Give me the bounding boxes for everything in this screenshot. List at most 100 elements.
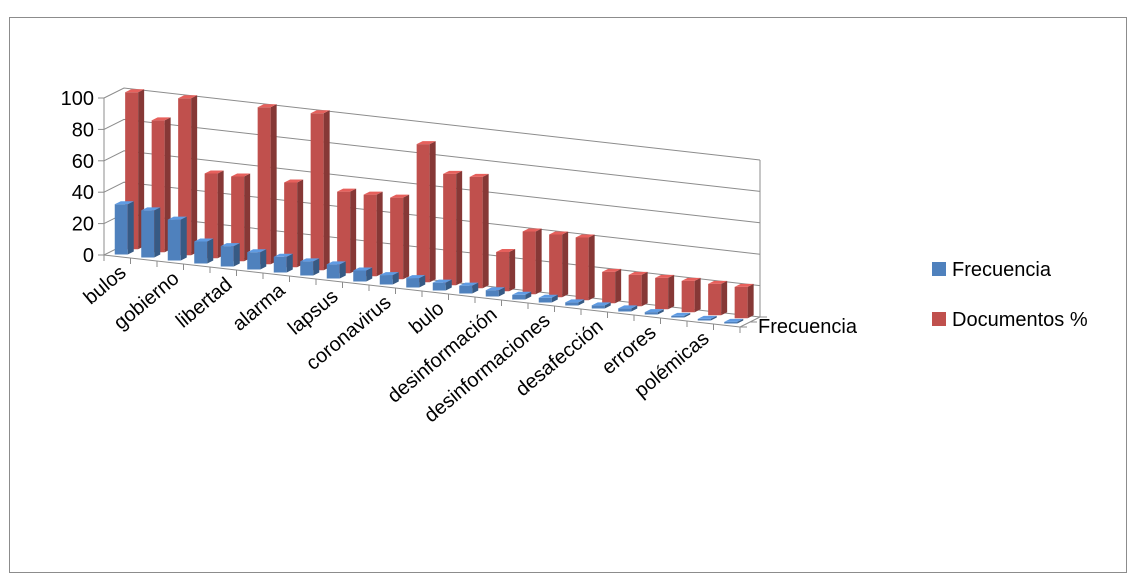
bar-documentos bbox=[628, 271, 648, 307]
bar-documentos-top bbox=[204, 170, 224, 174]
legend-swatch bbox=[932, 262, 946, 276]
bar-frecuencia bbox=[671, 312, 691, 318]
bar-frecuencia-side bbox=[286, 253, 293, 273]
bar-documentos-top bbox=[125, 89, 145, 93]
bar-documentos bbox=[522, 228, 542, 295]
bar-documentos-front bbox=[416, 144, 430, 283]
bar-frecuencia-side bbox=[127, 201, 134, 255]
bar-frecuencia-top bbox=[194, 238, 214, 242]
gridline bbox=[103, 150, 761, 224]
bar-documentos-front bbox=[363, 194, 377, 277]
bar-documentos-side bbox=[217, 170, 224, 259]
bar-documentos-front bbox=[549, 234, 563, 298]
bar-documentos-front bbox=[178, 98, 192, 256]
bars bbox=[114, 89, 754, 324]
bar-documentos bbox=[575, 234, 595, 301]
bar-documentos-side bbox=[270, 104, 277, 265]
bar-documentos-front bbox=[337, 191, 351, 274]
bar-documentos bbox=[204, 170, 224, 259]
x-tick-label: alarma bbox=[228, 279, 290, 336]
bar-frecuencia-top bbox=[432, 279, 452, 283]
bar-documentos bbox=[549, 231, 569, 298]
bar-frecuencia-top bbox=[273, 253, 293, 257]
bar-documentos-front bbox=[575, 237, 589, 301]
bar-frecuencia-front bbox=[644, 312, 658, 315]
bar-frecuencia-top bbox=[538, 294, 558, 298]
bar-documentos bbox=[257, 104, 277, 265]
bar-frecuencia-front bbox=[379, 275, 393, 285]
bar-frecuencia-top bbox=[485, 287, 505, 291]
bar-documentos-front bbox=[231, 176, 245, 262]
bar-frecuencia-front bbox=[300, 261, 314, 276]
bar-frecuencia-front bbox=[512, 294, 526, 300]
y-tick-label: 20 bbox=[72, 214, 94, 236]
bar-frecuencia bbox=[247, 249, 267, 270]
bar-frecuencia-top bbox=[724, 318, 744, 322]
bar-frecuencia-front bbox=[459, 285, 473, 294]
bar-documentos-front bbox=[655, 277, 669, 310]
bar-documentos-front bbox=[628, 274, 642, 307]
bar-frecuencia bbox=[697, 315, 717, 321]
bar-frecuencia bbox=[565, 299, 585, 306]
bar-documentos-top bbox=[549, 231, 569, 235]
bar-documentos-front bbox=[681, 280, 695, 313]
bar-frecuencia bbox=[724, 318, 744, 324]
bar-frecuencia-front bbox=[220, 246, 234, 267]
bar-documentos-top bbox=[416, 141, 436, 145]
bar-documentos-front bbox=[469, 176, 483, 289]
bar-frecuencia-front bbox=[432, 282, 446, 291]
bar-documentos-top bbox=[257, 104, 277, 108]
bar-documentos-top bbox=[708, 280, 728, 284]
bar-documentos-top bbox=[575, 234, 595, 238]
bar-frecuencia-front bbox=[538, 297, 552, 303]
bar-documentos-top bbox=[655, 274, 675, 278]
y-tick-label: 60 bbox=[72, 151, 94, 173]
bar-documentos-top bbox=[231, 173, 251, 177]
bar-frecuencia bbox=[167, 216, 187, 261]
bar-documentos bbox=[734, 283, 754, 319]
bar-frecuencia-side bbox=[498, 287, 505, 297]
bar-documentos-front bbox=[602, 271, 616, 304]
bar-frecuencia bbox=[432, 279, 452, 291]
bar-frecuencia-top bbox=[326, 261, 346, 265]
y-tick-label: 80 bbox=[72, 119, 94, 141]
bar-documentos-side bbox=[138, 89, 145, 250]
depth-axis-label: Frecuencia bbox=[758, 316, 858, 338]
bar-frecuencia bbox=[406, 275, 426, 288]
bar-documentos bbox=[178, 95, 198, 256]
bar-frecuencia-top bbox=[353, 267, 373, 271]
y-tick-label: 40 bbox=[72, 182, 94, 204]
bar-documentos-side bbox=[588, 234, 595, 301]
bar-documentos bbox=[496, 249, 516, 292]
bar-documentos-front bbox=[708, 283, 722, 316]
bar-documentos bbox=[708, 280, 728, 316]
bar-frecuencia-front bbox=[485, 290, 499, 297]
bar-frecuencia-top bbox=[512, 291, 532, 295]
legend: Frecuencia Documentos % bbox=[932, 259, 1088, 331]
bar-frecuencia-side bbox=[180, 216, 187, 261]
bar-frecuencia bbox=[326, 261, 346, 279]
bar-documentos-side bbox=[509, 249, 516, 292]
bar-documentos-top bbox=[496, 249, 516, 253]
bar-documentos-top bbox=[734, 283, 754, 287]
bar-documentos-side bbox=[562, 231, 569, 298]
bar-frecuencia-top bbox=[644, 309, 664, 313]
bar-frecuencia-side bbox=[392, 272, 399, 285]
bar-documentos bbox=[655, 274, 675, 310]
bar-frecuencia bbox=[644, 309, 664, 315]
y-tick-label: 0 bbox=[83, 245, 94, 267]
bar-frecuencia-side bbox=[684, 312, 691, 318]
bar-documentos-side bbox=[164, 117, 171, 253]
bar-frecuencia-front bbox=[406, 278, 420, 288]
bar-frecuencia-side bbox=[578, 299, 585, 306]
bar-frecuencia-side bbox=[154, 207, 161, 258]
bar-documentos-top bbox=[284, 179, 304, 183]
bar-documentos-side bbox=[297, 179, 304, 268]
bar-frecuencia-top bbox=[697, 315, 717, 319]
bar-frecuencia-side bbox=[260, 249, 267, 270]
bar-frecuencia bbox=[512, 291, 532, 300]
bar-documentos bbox=[310, 110, 330, 271]
bar-frecuencia bbox=[618, 305, 638, 312]
bar-documentos-side bbox=[668, 274, 675, 310]
